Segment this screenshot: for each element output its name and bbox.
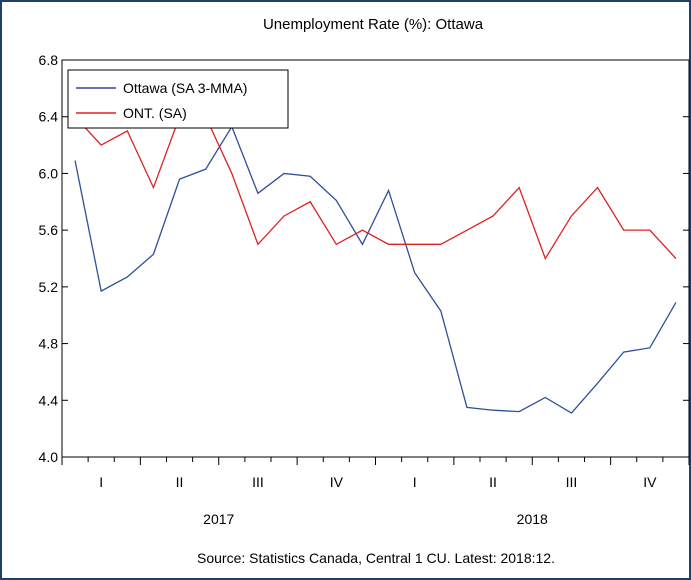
chart-title: Unemployment Rate (%): Ottawa — [263, 16, 484, 33]
quarter-label: IV — [330, 474, 344, 490]
y-tick-label: 6.8 — [39, 52, 59, 68]
series-line-ottawa — [74, 125, 677, 414]
y-tick-label: 4.0 — [39, 449, 59, 465]
quarter-label: IV — [643, 474, 657, 490]
quarter-label: II — [176, 474, 184, 490]
quarter-label: I — [413, 474, 417, 490]
year-label: 2018 — [517, 511, 548, 527]
y-tick-label: 4.4 — [39, 392, 59, 408]
y-tick-label: 5.6 — [39, 222, 59, 238]
quarter-label: I — [99, 474, 103, 490]
y-tick-label: 4.8 — [39, 336, 59, 352]
quarter-label: III — [252, 474, 264, 490]
legend: Ottawa (SA 3-MMA) ONT. (SA) — [67, 69, 289, 129]
y-tick-label: 6.0 — [39, 165, 59, 181]
legend-label-ottawa: Ottawa (SA 3-MMA) — [123, 80, 247, 96]
quarter-label: III — [566, 474, 578, 490]
series-lines — [74, 116, 677, 414]
y-tick-label: 5.2 — [39, 279, 59, 295]
series-line-ontario — [74, 116, 677, 260]
year-label: 2017 — [203, 511, 234, 527]
source-note: Source: Statistics Canada, Central 1 CU.… — [197, 550, 555, 566]
legend-box — [67, 69, 289, 129]
y-axis: 4.0 4.4 4.8 5.2 5.6 6.0 6.4 6.8 — [39, 52, 689, 465]
y-tick-label: 6.4 — [39, 109, 59, 125]
quarter-label: II — [489, 474, 497, 490]
legend-label-ontario: ONT. (SA) — [123, 105, 187, 121]
